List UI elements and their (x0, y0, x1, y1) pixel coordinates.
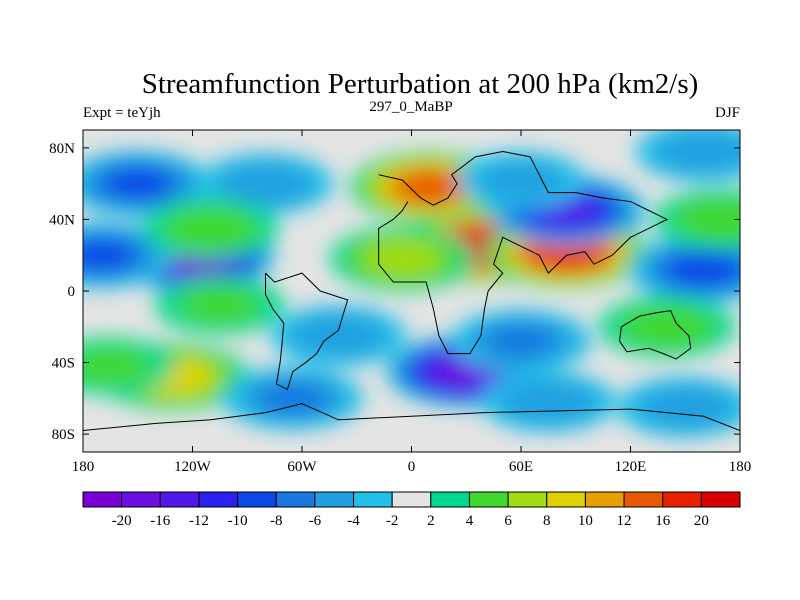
colorbar-label: -2 (386, 513, 399, 529)
x-tick-label: 60E (509, 459, 533, 475)
colorbar-swatch (507, 491, 548, 508)
colorbar-swatch (159, 491, 200, 508)
colorbar-swatch (275, 491, 316, 508)
contour-fields (83, 130, 740, 438)
colorbar-label: -10 (228, 513, 248, 529)
colorbar: -20 -16 -12 -10 -8 -6 -4 -2 2 4 6 8 10 12 16 20 (82, 491, 741, 529)
x-axis: 180 120W 60W 0 60E 120E 180 (72, 130, 752, 475)
colorbar-swatch (198, 491, 239, 508)
colorbar-swatch (314, 491, 355, 508)
colorbar-swatch (121, 491, 161, 508)
y-tick-label: 40N (49, 212, 75, 228)
colorbar-label: 12 (617, 513, 632, 529)
colorbar-label: 2 (427, 513, 435, 529)
contour-band (105, 168, 170, 199)
contour-band (485, 324, 557, 358)
contour-band (217, 161, 314, 206)
contour-band (178, 286, 262, 325)
colorbar-label: 10 (578, 513, 593, 529)
contour-band (361, 239, 444, 278)
contour-band (479, 161, 563, 200)
x-tick-label: 180 (72, 459, 95, 475)
colorbar-swatch (700, 491, 741, 508)
colorbar-label: -6 (309, 513, 322, 529)
x-tick-label: 120W (174, 459, 212, 475)
y-tick-label: 0 (68, 284, 76, 300)
experiment-label: Expt = teYjh (83, 105, 161, 121)
contour-band (666, 252, 740, 287)
coastline-europe-africa (378, 150, 669, 355)
y-tick-label: 80N (49, 141, 75, 157)
colorbar-swatch (584, 491, 625, 508)
contour-band (290, 313, 387, 358)
contour-band (655, 130, 740, 174)
colorbar-label: -4 (347, 513, 360, 529)
coastlines (83, 150, 740, 432)
colorbar-swatch (546, 491, 586, 508)
x-tick-label: 120E (615, 459, 647, 475)
contour-band (500, 380, 597, 424)
contour-band (257, 381, 329, 415)
colorbar-swatch (623, 491, 664, 508)
run-label: 297_0_MaBP (369, 99, 452, 115)
contour-band (162, 206, 259, 251)
y-axis: 80N 40N 0 40S 80S (49, 141, 740, 443)
colorbar-label: -20 (112, 513, 132, 529)
x-tick-label: 180 (729, 459, 752, 475)
colorbar-swatch (430, 491, 470, 508)
colorbar-swatch (353, 491, 393, 508)
coastline-australia (619, 310, 692, 360)
colorbar-label: -8 (270, 513, 283, 529)
coastline-south-america (265, 272, 349, 391)
x-tick-label: 0 (408, 459, 416, 475)
contour-band (394, 170, 466, 204)
colorbar-label: -12 (189, 513, 209, 529)
colorbar-swatch (82, 491, 123, 508)
x-tick-label: 60W (287, 459, 317, 475)
colorbar-label: 20 (694, 513, 709, 529)
colorbar-swatch (391, 491, 432, 508)
colorbar-label: 16 (655, 513, 671, 529)
colorbar-label: 4 (466, 513, 474, 529)
colorbar-swatch (662, 491, 702, 508)
colorbar-swatch (237, 491, 277, 508)
colorbar-label: -16 (150, 513, 170, 529)
contour-band (673, 197, 740, 242)
contour-band (83, 240, 134, 271)
colorbar-swatch (468, 491, 509, 508)
colorbar-label: 6 (504, 513, 512, 529)
y-tick-label: 80S (52, 427, 75, 443)
plot-area (83, 130, 740, 452)
colorbar-label: 8 (543, 513, 551, 529)
chart-title: Streamfunction Perturbation at 200 hPa (… (142, 68, 699, 100)
contour-band (83, 347, 152, 386)
coastline-antarctica (83, 403, 740, 432)
season-label: DJF (715, 105, 740, 121)
y-tick-label: 40S (52, 356, 75, 372)
